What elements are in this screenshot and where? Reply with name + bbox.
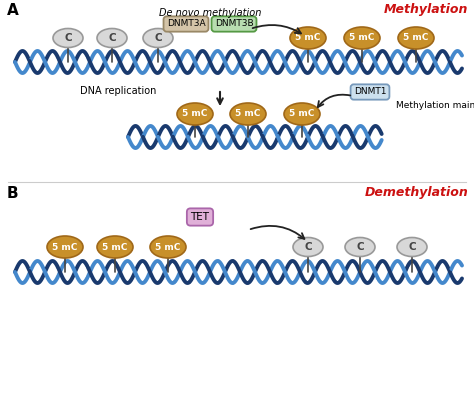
Text: 5 mC: 5 mC [289,110,315,118]
Text: DNMT3B: DNMT3B [215,20,253,28]
Text: Methylation maintenance: Methylation maintenance [396,102,474,110]
Text: C: C [108,33,116,43]
Text: C: C [304,242,312,252]
Text: C: C [408,242,416,252]
Text: Methylation: Methylation [383,3,468,16]
Text: DNMT1: DNMT1 [354,88,386,96]
Text: Demethylation: Demethylation [364,186,468,199]
Ellipse shape [284,103,320,125]
Text: 5 mC: 5 mC [403,34,428,42]
Text: 5 mC: 5 mC [295,34,321,42]
Ellipse shape [293,238,323,256]
Ellipse shape [97,28,127,48]
Ellipse shape [345,238,375,256]
Ellipse shape [397,238,427,256]
Ellipse shape [177,103,213,125]
Ellipse shape [344,27,380,49]
Ellipse shape [143,28,173,48]
Text: 5 mC: 5 mC [182,110,208,118]
Text: 5 mC: 5 mC [52,242,78,252]
Ellipse shape [47,236,83,258]
Text: C: C [356,242,364,252]
Ellipse shape [398,27,434,49]
Text: DNMT3A: DNMT3A [167,20,205,28]
Ellipse shape [230,103,266,125]
Text: DNA replication: DNA replication [80,86,156,96]
Ellipse shape [53,28,83,48]
Text: TET: TET [191,212,210,222]
Text: De novo methylation: De novo methylation [159,8,261,18]
Text: 5 mC: 5 mC [102,242,128,252]
Text: B: B [7,186,18,201]
Text: 5 mC: 5 mC [235,110,261,118]
Ellipse shape [290,27,326,49]
Text: C: C [64,33,72,43]
Ellipse shape [150,236,186,258]
Text: 5 mC: 5 mC [349,34,374,42]
Ellipse shape [97,236,133,258]
Text: C: C [154,33,162,43]
Text: 5 mC: 5 mC [155,242,181,252]
Text: A: A [7,3,19,18]
